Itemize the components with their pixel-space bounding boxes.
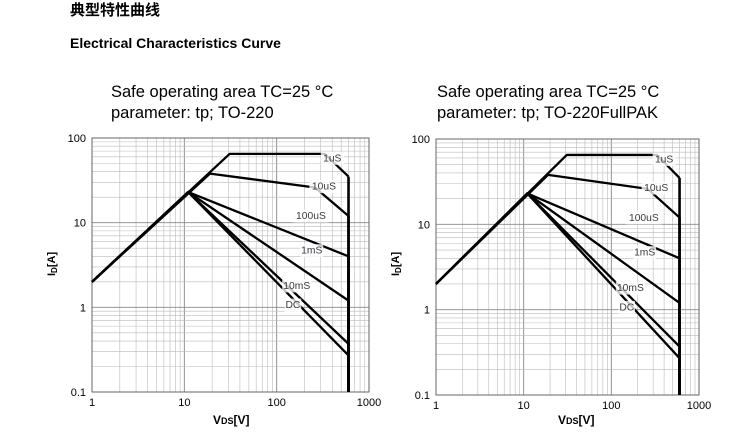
svg-text:10: 10: [178, 397, 190, 409]
svg-text:10uS: 10uS: [312, 182, 336, 193]
svg-text:10: 10: [74, 218, 86, 230]
svg-text:0.1: 0.1: [71, 387, 86, 399]
svg-text:10: 10: [518, 400, 530, 412]
svg-text:1: 1: [433, 400, 439, 412]
svg-text:100uS: 100uS: [296, 211, 326, 222]
svg-text:10: 10: [418, 219, 430, 231]
svg-text:1000: 1000: [357, 397, 381, 409]
svg-text:100: 100: [412, 134, 430, 146]
svg-text:1mS: 1mS: [634, 248, 655, 259]
svg-text:10uS: 10uS: [644, 183, 668, 194]
svg-text:100: 100: [267, 397, 285, 409]
svg-text:100: 100: [602, 400, 620, 412]
svg-text:10mS: 10mS: [283, 281, 310, 292]
svg-text:1mS: 1mS: [301, 246, 322, 257]
svg-text:DC: DC: [285, 300, 300, 311]
svg-text:1: 1: [424, 305, 430, 317]
svg-text:100: 100: [68, 133, 86, 145]
svg-text:1: 1: [89, 397, 95, 409]
svg-text:10mS: 10mS: [617, 283, 644, 294]
svg-text:0.1: 0.1: [415, 390, 430, 402]
svg-text:DC: DC: [619, 302, 634, 313]
svg-text:100uS: 100uS: [629, 213, 659, 224]
svg-text:1000: 1000: [687, 400, 711, 412]
svg-text:1: 1: [80, 302, 86, 314]
svg-text:1uS: 1uS: [323, 153, 341, 164]
svg-text:1uS: 1uS: [655, 155, 673, 166]
